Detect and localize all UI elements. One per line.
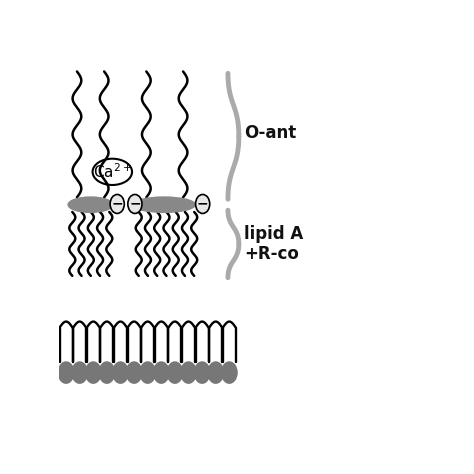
- Ellipse shape: [133, 197, 195, 212]
- Circle shape: [196, 194, 210, 213]
- Circle shape: [166, 361, 183, 384]
- Text: −: −: [129, 196, 141, 210]
- Circle shape: [126, 361, 143, 384]
- Text: Ca$^{2+}$: Ca$^{2+}$: [93, 163, 132, 181]
- Circle shape: [194, 361, 210, 384]
- Text: lipid A
+R-co: lipid A +R-co: [244, 225, 303, 264]
- Circle shape: [180, 361, 197, 384]
- Circle shape: [99, 361, 115, 384]
- Circle shape: [58, 361, 74, 384]
- Circle shape: [221, 361, 238, 384]
- Circle shape: [112, 361, 129, 384]
- Circle shape: [85, 361, 102, 384]
- Circle shape: [71, 361, 88, 384]
- Text: −: −: [111, 196, 123, 210]
- Circle shape: [128, 194, 142, 213]
- Circle shape: [139, 361, 156, 384]
- Circle shape: [207, 361, 224, 384]
- Text: O-ant: O-ant: [244, 124, 297, 142]
- Text: −: −: [197, 196, 209, 210]
- Circle shape: [110, 194, 124, 213]
- Ellipse shape: [68, 197, 113, 212]
- Circle shape: [153, 361, 170, 384]
